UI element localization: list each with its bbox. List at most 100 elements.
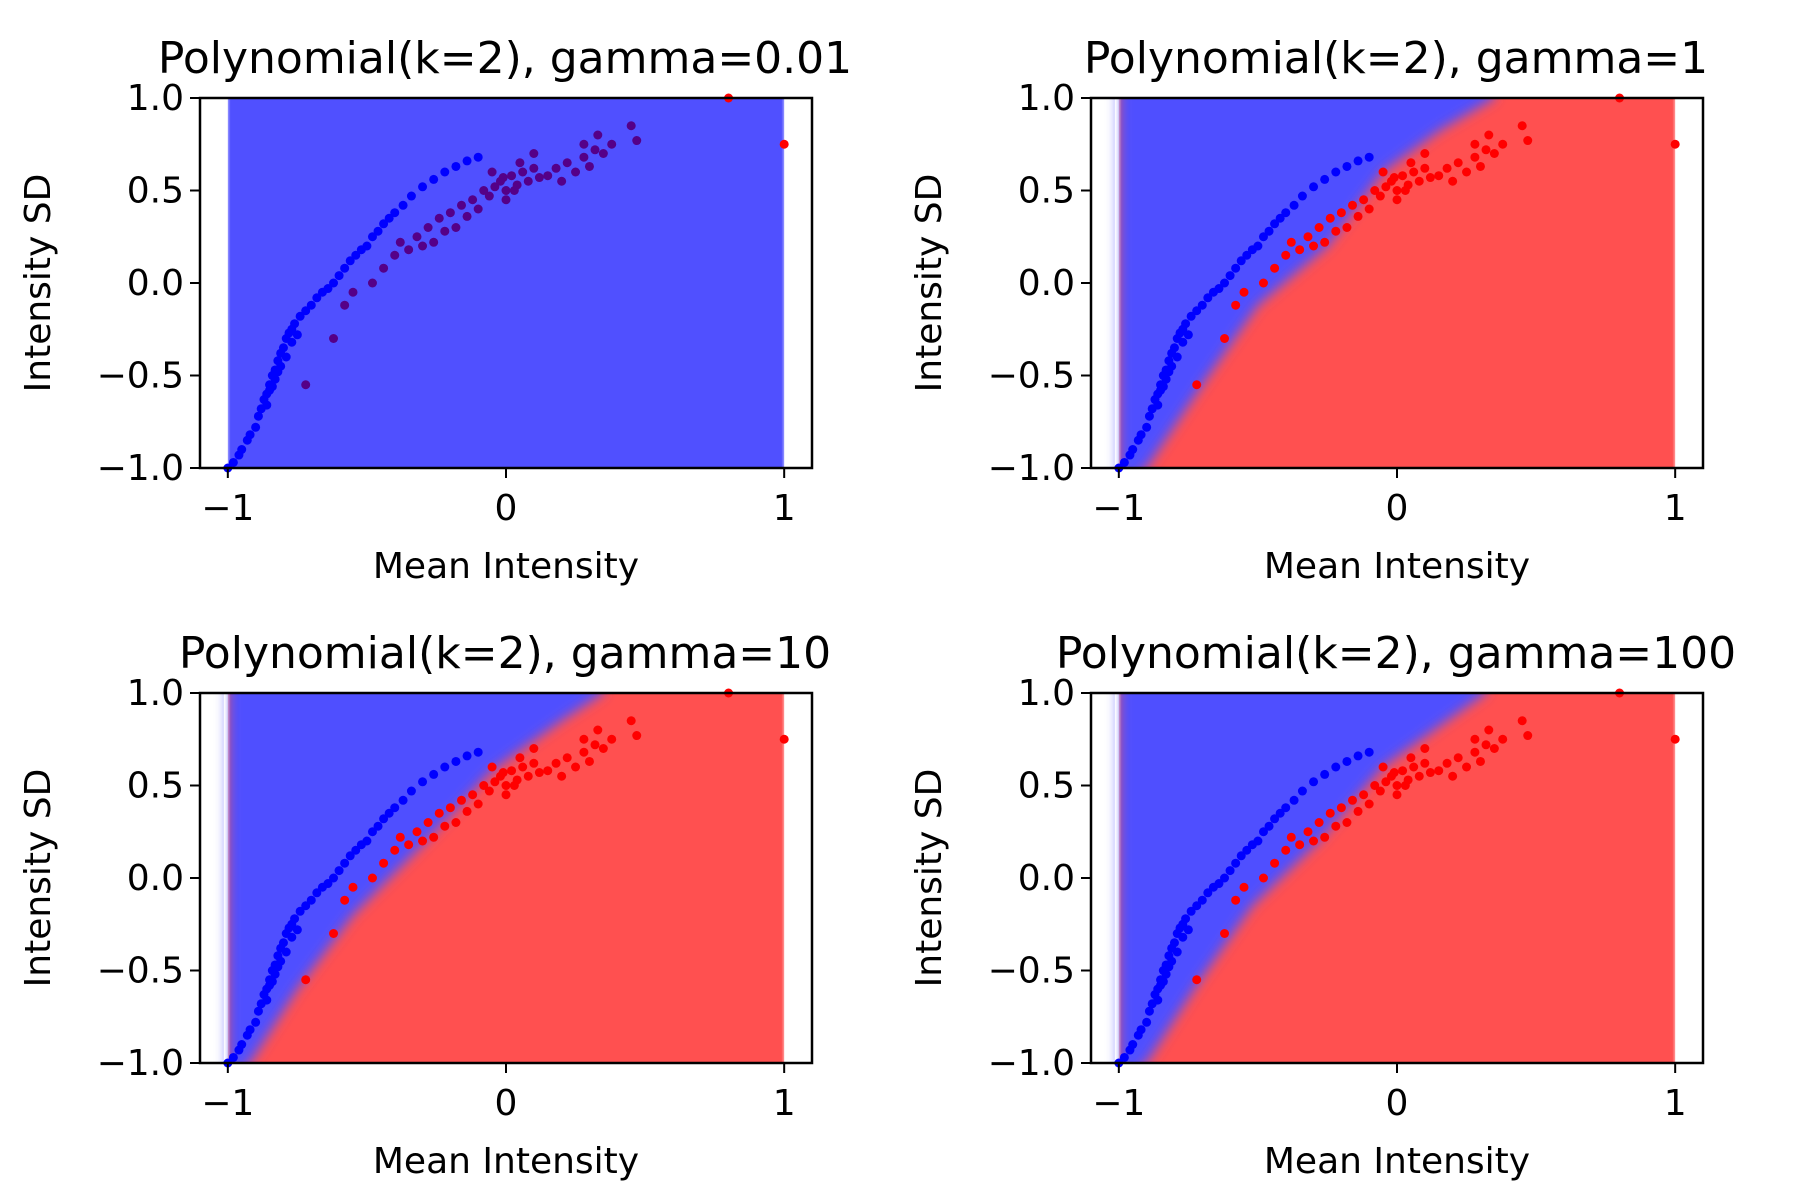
data-point-blue — [292, 330, 302, 340]
data-point-red — [1192, 380, 1202, 390]
data-point-red — [479, 781, 489, 790]
data-point-red — [1295, 245, 1305, 255]
data-point-red — [367, 278, 377, 288]
data-point-blue — [1225, 271, 1235, 281]
data-points — [1114, 688, 1680, 1068]
data-point-blue — [1297, 191, 1307, 201]
data-point-blue — [1192, 306, 1202, 316]
data-point-red — [557, 771, 567, 781]
data-point-blue — [390, 803, 400, 813]
data-point-blue — [1270, 814, 1280, 824]
data-point-red — [1347, 795, 1357, 805]
data-point-blue — [1119, 1052, 1129, 1062]
data-point-red — [509, 781, 519, 790]
plot-area: −1 0 1 1.0 0.5 0.0 −0.5 −1.0 Mean Intensity Inten… — [18, 78, 814, 587]
data-point-red — [367, 873, 377, 883]
data-point-blue — [287, 932, 297, 942]
data-point-red — [451, 818, 461, 827]
data-point-blue — [295, 906, 305, 916]
data-point-blue — [251, 422, 261, 432]
x-tick-label: 1 — [1664, 1083, 1687, 1124]
subplot-title: Polynomial(k=2), gamma=0.01 — [158, 33, 852, 84]
data-point-red — [445, 208, 455, 218]
data-point-red — [529, 149, 539, 158]
data-point-red — [1448, 771, 1458, 781]
data-point-blue — [1264, 226, 1274, 236]
data-point-blue — [367, 232, 377, 242]
data-point-red — [1370, 186, 1380, 195]
data-point-blue — [1236, 256, 1246, 266]
data-point-blue — [473, 152, 483, 162]
data-point-blue — [295, 311, 305, 321]
data-point-red — [395, 832, 405, 842]
data-point-red — [412, 827, 422, 837]
data-point-red — [590, 145, 600, 155]
data-point-blue — [1164, 367, 1174, 377]
data-point-blue — [429, 769, 439, 779]
data-point-red — [1398, 766, 1408, 776]
data-point-blue — [340, 263, 350, 273]
data-point-red — [440, 821, 450, 831]
data-point-red — [379, 263, 389, 273]
x-tick-label: −1 — [1092, 1083, 1145, 1124]
data-point-red — [1406, 158, 1416, 168]
y-tick-label: −1.0 — [988, 448, 1075, 489]
data-point-red — [534, 173, 544, 183]
data-point-blue — [273, 962, 283, 972]
data-point-blue — [1270, 219, 1280, 229]
region-edge-fade — [223, 98, 789, 468]
data-point-blue — [290, 914, 300, 924]
x-tick-label: −1 — [201, 1083, 254, 1124]
data-point-blue — [1231, 858, 1241, 868]
data-point-red — [557, 176, 567, 186]
data-point-red — [501, 781, 511, 790]
decision-region — [223, 98, 789, 468]
data-point-blue — [245, 1025, 255, 1035]
data-point-red — [1353, 211, 1363, 221]
data-point-blue — [301, 901, 311, 911]
y-tick-label: −0.5 — [97, 951, 184, 992]
data-point-blue — [379, 219, 389, 229]
data-point-blue — [251, 1017, 261, 1027]
data-point-blue — [1158, 977, 1168, 987]
data-point-blue — [1275, 213, 1285, 223]
subplot-title: Polynomial(k=2), gamma=100 — [1056, 628, 1736, 679]
data-point-red — [498, 173, 508, 183]
data-point-blue — [1258, 827, 1268, 837]
data-point-red — [301, 380, 311, 390]
region-edge-fade — [1114, 98, 1680, 468]
data-point-red — [1406, 753, 1416, 763]
data-point-red — [487, 762, 497, 772]
data-point-blue — [1242, 845, 1252, 855]
data-point-red — [456, 795, 466, 805]
data-point-blue — [1119, 457, 1129, 467]
data-point-red — [490, 777, 500, 787]
data-point-red — [340, 895, 350, 905]
data-point-blue — [228, 457, 238, 467]
data-point-red — [1484, 130, 1494, 140]
data-point-blue — [1281, 208, 1291, 218]
data-point-red — [1453, 753, 1463, 763]
data-point-blue — [262, 995, 272, 1005]
data-point-red — [1398, 171, 1408, 181]
data-point-blue — [1203, 293, 1213, 303]
data-point-red — [1414, 176, 1424, 186]
data-point-blue — [418, 777, 428, 787]
data-point-blue — [373, 226, 383, 236]
data-point-red — [1409, 762, 1419, 772]
data-point-red — [1364, 204, 1374, 214]
data-point-blue — [334, 866, 344, 876]
data-point-red — [1220, 334, 1230, 343]
subplot-gamma-1: −1 0 1 1.0 0.5 0.0 −0.5 −1.0 Mean Intensity Inten… — [909, 33, 1708, 587]
data-point-blue — [1320, 769, 1330, 779]
data-point-blue — [1275, 808, 1285, 818]
data-point-red — [395, 237, 405, 247]
y-axis-label: Intensity SD — [909, 174, 950, 393]
data-point-blue — [345, 256, 355, 266]
y-tick-label: −1.0 — [988, 1043, 1075, 1084]
data-point-blue — [1258, 232, 1268, 242]
subplot-title: Polynomial(k=2), gamma=10 — [179, 628, 831, 679]
data-point-red — [1470, 747, 1480, 757]
data-point-red — [584, 161, 594, 171]
data-point-blue — [1144, 1006, 1154, 1016]
